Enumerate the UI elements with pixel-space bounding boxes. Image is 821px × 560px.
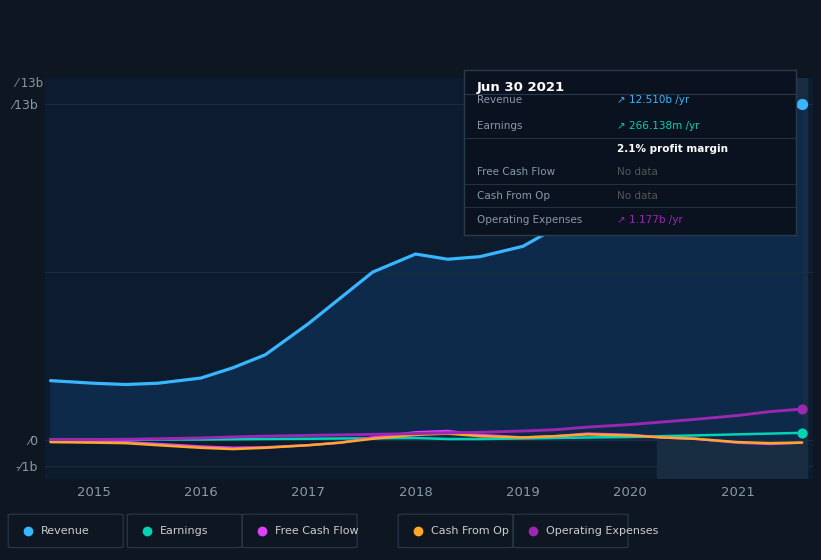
Text: Revenue: Revenue (477, 95, 522, 105)
Text: ⁄ 13b: ⁄ 13b (15, 77, 43, 90)
Text: Earnings: Earnings (477, 121, 523, 131)
Text: Cash From Op: Cash From Op (477, 190, 550, 200)
Text: Free Cash Flow: Free Cash Flow (275, 526, 359, 536)
Text: No data: No data (617, 167, 658, 178)
Text: Jun 30 2021: Jun 30 2021 (477, 81, 566, 94)
Text: Revenue: Revenue (41, 526, 89, 536)
Text: Free Cash Flow: Free Cash Flow (477, 167, 555, 178)
Text: No data: No data (617, 190, 658, 200)
Point (796, 428, 809, 437)
Text: Operating Expenses: Operating Expenses (477, 216, 582, 225)
Text: Earnings: Earnings (160, 526, 209, 536)
Point (796, 404, 809, 413)
Point (796, 100, 809, 109)
Text: 2.1% profit margin: 2.1% profit margin (617, 144, 728, 155)
Text: ↗ 12.510b /yr: ↗ 12.510b /yr (617, 95, 689, 105)
Text: Operating Expenses: Operating Expenses (546, 526, 658, 536)
Bar (657, 78, 807, 479)
Text: ↗ 266.138m /yr: ↗ 266.138m /yr (617, 121, 699, 131)
Text: ↗ 1.177b /yr: ↗ 1.177b /yr (617, 216, 682, 225)
Text: Cash From Op: Cash From Op (431, 526, 509, 536)
